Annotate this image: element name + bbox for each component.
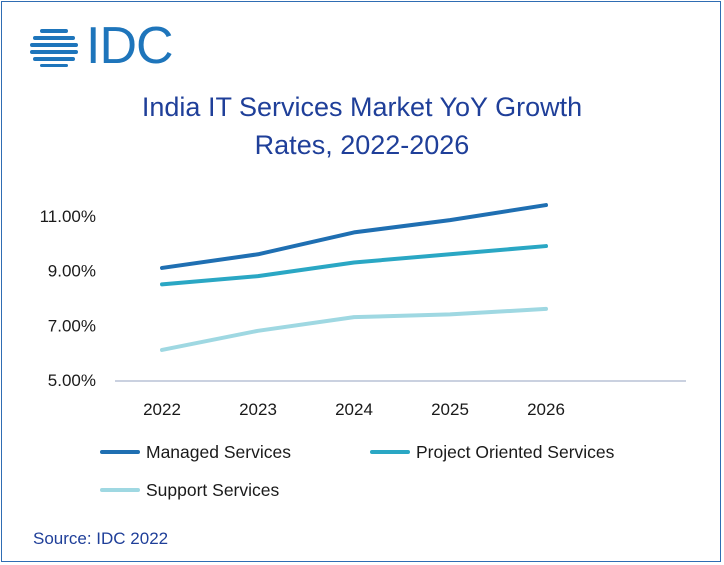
chart-title: India IT Services Market YoY Growth Rate… (0, 88, 724, 164)
x-tick-label: 2024 (335, 400, 373, 419)
chart-title-line-1: India IT Services Market YoY Growth (141, 92, 583, 122)
series-line-managed-services (160, 203, 548, 270)
globe-icon (30, 29, 78, 67)
x-tick-label: 2022 (143, 400, 181, 419)
source-note: Source: IDC 2022 (33, 529, 169, 548)
y-tick-label: 9.00% (48, 262, 96, 281)
y-tick-label: 11.00% (40, 207, 96, 226)
logo-wordmark: IDC (86, 17, 174, 75)
idc-logo: IDC (28, 17, 178, 75)
y-tick-label: 7.00% (48, 316, 96, 335)
chart-title-line-2: Rates, 2022-2026 (254, 130, 470, 160)
x-tick-label: 2023 (239, 400, 277, 419)
series-line-support-services (160, 306, 548, 352)
y-tick-label: 5.00% (48, 371, 96, 390)
x-tick-label: 2025 (431, 400, 469, 419)
series-line-project-oriented-services (160, 244, 548, 287)
x-tick-label: 2026 (527, 400, 565, 419)
